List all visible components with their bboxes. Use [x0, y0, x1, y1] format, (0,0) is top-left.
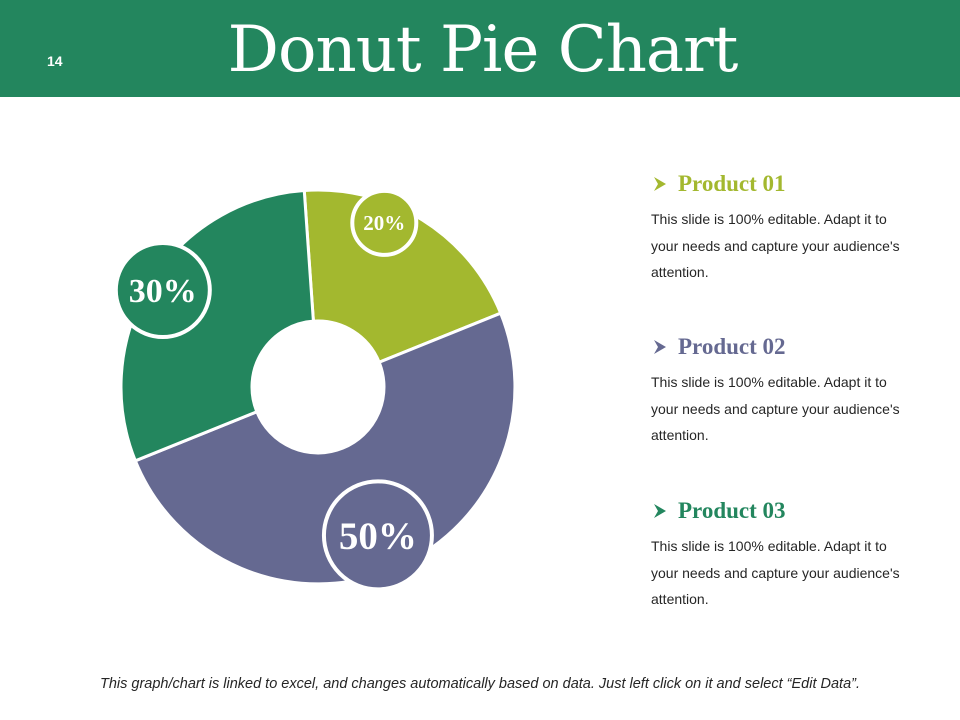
legend-name: Product 01: [678, 171, 786, 196]
legend-item-product-01: Product 01 This slide is 100% editable. …: [651, 170, 951, 286]
legend-name: Product 03: [678, 498, 786, 523]
legend-name: Product 02: [678, 334, 786, 359]
legend-title: Product 02: [651, 333, 951, 361]
legend-item-product-02: Product 02 This slide is 100% editable. …: [651, 333, 951, 449]
legend-description: This slide is 100% editable. Adapt it to…: [651, 211, 900, 280]
data-label-badge: [350, 188, 419, 257]
legend-title: Product 01: [651, 170, 951, 198]
data-label: 30%: [129, 273, 197, 310]
data-label: 20%: [363, 211, 405, 235]
legend-description: This slide is 100% editable. Adapt it to…: [651, 374, 900, 443]
title-bar: 14 Donut Pie Chart: [0, 0, 960, 97]
data-label: 50%: [339, 515, 417, 558]
data-label-badge: [321, 479, 434, 592]
page-title: Donut Pie Chart: [227, 13, 739, 87]
slide-number: 14: [47, 53, 63, 69]
data-label-badges: 20% 50% 30%: [113, 188, 434, 592]
data-label-badge: [113, 241, 212, 340]
legend-description: This slide is 100% editable. Adapt it to…: [651, 538, 900, 607]
legend-title: Product 03: [651, 497, 951, 525]
footnote: This graph/chart is linked to excel, and…: [99, 676, 861, 692]
chevron-right-icon: [654, 340, 666, 354]
legend-item-product-03: Product 03 This slide is 100% editable. …: [651, 497, 951, 613]
chevron-right-icon: [654, 177, 666, 191]
chevron-right-icon: [654, 504, 666, 518]
